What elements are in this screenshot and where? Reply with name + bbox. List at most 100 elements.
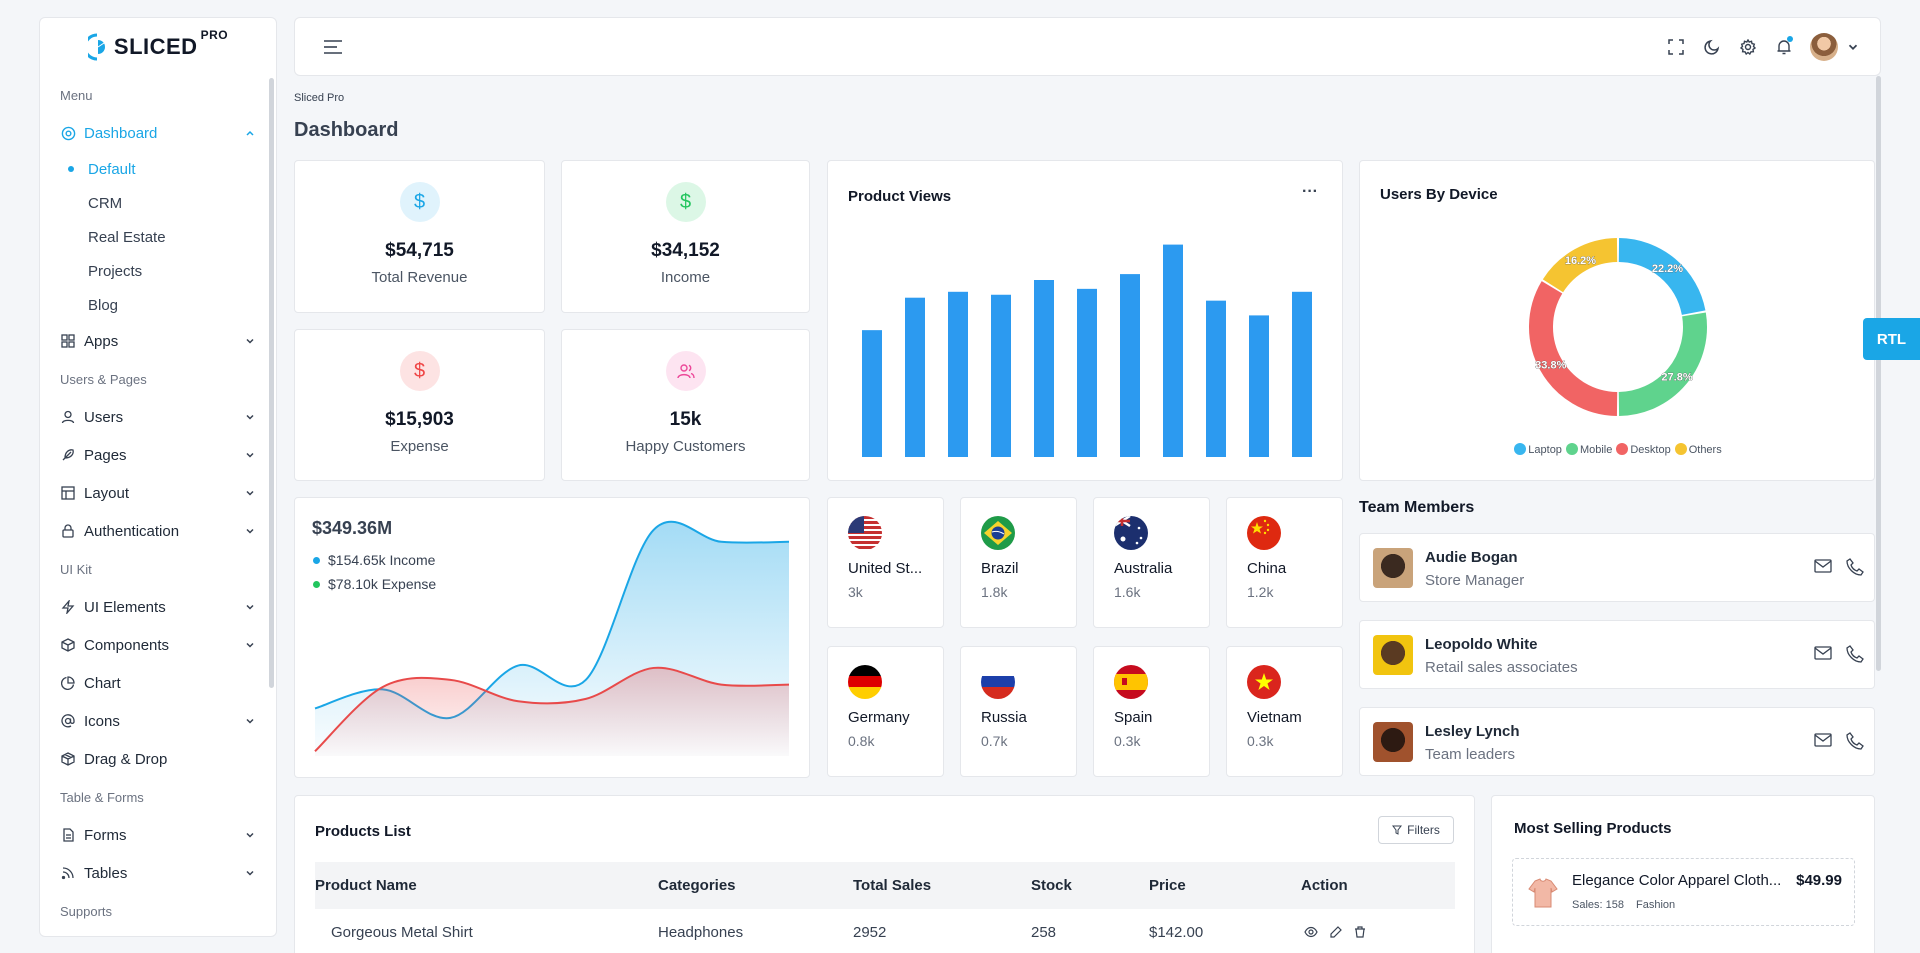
theme-toggle-button[interactable] [1694, 29, 1730, 65]
sidebar-item-label: Tables [84, 864, 128, 882]
chevron-down-icon [246, 832, 254, 838]
member-role: Team leaders [1425, 746, 1516, 763]
phone-icon[interactable] [1846, 732, 1864, 750]
product-item[interactable]: Elegance Color Apparel Cloth... $49.99 S… [1512, 858, 1855, 926]
sidebar-item-authentication[interactable]: Authentication [40, 512, 276, 550]
sidebar-subitem-blog[interactable]: Blog [88, 296, 119, 314]
expense-legend: $78.10k Expense [313, 576, 436, 592]
sidebar-item-users[interactable]: Users [40, 398, 276, 436]
breadcrumb[interactable]: Sliced Pro [294, 92, 345, 104]
notifications-button[interactable] [1766, 29, 1802, 65]
settings-button[interactable] [1730, 29, 1766, 65]
bar[interactable] [1292, 291, 1312, 457]
bar[interactable] [948, 291, 968, 457]
country-value: 0.3k [1114, 733, 1141, 749]
legend-item[interactable]: Laptop [1514, 443, 1562, 456]
bar[interactable] [1206, 300, 1226, 457]
sidebar-scrollbar[interactable] [269, 78, 274, 688]
sidebar-item-icons[interactable]: Icons [40, 702, 276, 740]
phone-icon[interactable] [1846, 645, 1864, 663]
menu-section-title: Table & Forms [60, 789, 144, 805]
country-card[interactable]: United St... 3k [827, 497, 944, 628]
series-line[interactable] [314, 666, 790, 752]
team-member-card: Audie Bogan Store Manager [1359, 533, 1875, 602]
country-card[interactable]: Brazil 1.8k [960, 497, 1077, 628]
country-card[interactable]: Spain 0.3k [1093, 646, 1210, 777]
column-header[interactable]: Product Name [315, 877, 417, 894]
menu-toggle-button[interactable] [315, 29, 351, 65]
sidebar-item-tables[interactable]: Tables [40, 854, 276, 892]
bar[interactable] [905, 297, 925, 457]
bar[interactable] [991, 294, 1011, 457]
trash-icon[interactable] [1354, 926, 1366, 938]
topbar [294, 17, 1881, 76]
sidebar-item-pages[interactable]: Pages [40, 436, 276, 474]
sidebar-item-dashboard[interactable]: Dashboard [40, 114, 276, 152]
stat-card-total-revenue: $ $54,715 Total Revenue [294, 160, 545, 313]
edit-icon[interactable] [1330, 926, 1342, 938]
column-header[interactable]: Price [1149, 877, 1186, 894]
donut-slice[interactable] [1618, 238, 1706, 316]
column-header[interactable]: Stock [1031, 877, 1072, 894]
product-name[interactable]: Gorgeous Metal Shirt [331, 924, 473, 941]
donut-slice[interactable] [1618, 312, 1707, 416]
legend-item[interactable]: Others [1674, 443, 1722, 456]
sidebar-subitem-default[interactable]: Default [40, 152, 276, 186]
product-price: $49.99 [1796, 872, 1842, 889]
chevron-down-icon[interactable] [1846, 40, 1860, 54]
sidebar-subitem-projects[interactable]: Projects [88, 262, 143, 280]
chevron-down-icon [246, 490, 254, 496]
sidebar-subitem-real-estate[interactable]: Real Estate [88, 228, 166, 246]
chevron-up-icon [246, 130, 254, 136]
sidebar-subitem-crm[interactable]: CRM [88, 194, 123, 212]
bar[interactable] [862, 330, 882, 457]
main-scrollbar[interactable] [1876, 76, 1881, 671]
mail-icon[interactable] [1814, 645, 1832, 661]
sidebar-item-chart[interactable]: Chart [40, 664, 276, 702]
column-header[interactable]: Categories [658, 877, 736, 894]
bar[interactable] [1249, 315, 1269, 457]
sidebar-item-layout[interactable]: Layout [40, 474, 276, 512]
donut-slice[interactable] [1529, 281, 1618, 416]
country-card[interactable]: Australia 1.6k [1093, 497, 1210, 628]
country-card[interactable]: Vietnam 0.3k [1226, 646, 1343, 777]
bar[interactable] [1077, 288, 1097, 457]
country-name: Spain [1114, 709, 1153, 726]
product-meta: Sales: 158 Fashion [1572, 899, 1676, 911]
sidebar-item-drag-drop[interactable]: Drag & Drop [40, 740, 276, 778]
sidebar-item-forms[interactable]: Forms [40, 816, 276, 854]
legend-item[interactable]: Mobile [1565, 443, 1612, 456]
moon-icon [1704, 39, 1720, 55]
donut-slice[interactable] [1542, 238, 1618, 293]
bar[interactable] [1034, 280, 1054, 457]
brand-logo[interactable]: SLICED PRO [40, 18, 276, 76]
sidebar-item-components[interactable]: Components [40, 626, 276, 664]
legend-item[interactable]: Desktop [1616, 443, 1671, 456]
slice-label: 16.2% [1565, 255, 1596, 267]
country-name: China [1247, 560, 1287, 577]
bar[interactable] [1120, 274, 1140, 457]
card-title: Users By Device [1380, 186, 1498, 203]
column-header[interactable]: Action [1301, 877, 1348, 894]
country-card[interactable]: Germany 0.8k [827, 646, 944, 777]
sidebar-item-label: Layout [84, 484, 130, 502]
column-header[interactable]: Total Sales [853, 877, 932, 894]
eye-icon[interactable] [1304, 926, 1318, 938]
fullscreen-button[interactable] [1658, 29, 1694, 65]
sidebar-item-label: Components [84, 636, 170, 654]
chevron-down-icon [246, 642, 254, 648]
mail-icon[interactable] [1814, 732, 1832, 748]
mail-icon[interactable] [1814, 558, 1832, 574]
phone-icon[interactable] [1846, 558, 1864, 576]
br-flag-icon [981, 516, 1015, 550]
bar[interactable] [1163, 244, 1183, 457]
rtl-toggle-button[interactable]: RTL [1863, 318, 1920, 360]
sidebar-item-ui-elements[interactable]: UI Elements [40, 588, 276, 626]
more-menu-button[interactable]: ··· [1302, 183, 1318, 200]
sidebar-item-apps[interactable]: Apps [40, 322, 276, 360]
user-avatar[interactable] [1810, 32, 1838, 61]
country-card[interactable]: China 1.2k [1226, 497, 1343, 628]
filters-button[interactable]: Filters [1378, 816, 1454, 844]
country-card[interactable]: Russia 0.7k [960, 646, 1077, 777]
sidebar-item-label: Icons [84, 712, 120, 730]
